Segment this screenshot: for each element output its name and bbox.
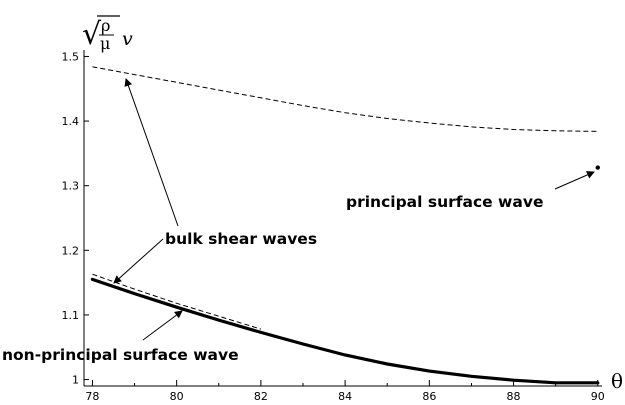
annotations: principal surface wave bulk shear waves … [2,78,595,364]
x-tick-label: 80 [170,390,184,403]
x-tick-label: 88 [507,390,521,403]
annotation-bulk-shear-waves: bulk shear waves [165,230,317,248]
y-label-variable: v [122,28,133,50]
y-tick-label: 1 [72,374,79,387]
y-tick: 1.4 [62,115,89,128]
y-tick-label: 1.3 [62,180,80,193]
y-tick: 1.5 [62,50,89,63]
x-tick-label: 86 [422,390,436,403]
series-line-1 [92,66,598,132]
y-label-numerator: ρ [101,16,110,35]
x-axis-label: θ [611,369,623,393]
y-tick: 1 [72,374,89,387]
series-line-2 [92,273,262,330]
annotation-principal-surface-wave: principal surface wave [346,193,543,211]
series-line-3 [90,277,600,385]
x-tick-label: 78 [85,390,99,403]
y-tick-label: 1.5 [62,50,80,63]
arrow-bulk-shear-upper [124,78,179,227]
y-tick-label: 1.4 [62,115,80,128]
y-label-denominator: μ [100,34,110,53]
y-tick: 1.2 [62,244,89,257]
y-tick-label: 1.2 [62,244,80,257]
arrow-non-principal-surface-wave [142,310,183,341]
y-tick: 1.1 [62,309,89,322]
y-axis-label: √ ρ μ v [82,15,133,53]
axes [83,50,602,387]
x-tick-label: 84 [338,390,352,403]
x-tick-label: 82 [254,390,268,403]
x-tick-label: 90 [591,390,605,403]
data-point [595,165,600,170]
annotation-non-principal-surface-wave: non-principal surface wave [2,346,239,364]
arrow-bulk-shear-lower [113,238,164,284]
arrow-principal-surface-wave [554,171,595,190]
y-tick-label: 1.1 [62,309,80,322]
y-label-radical: √ [82,17,102,52]
y-tick: 1.3 [62,180,89,193]
